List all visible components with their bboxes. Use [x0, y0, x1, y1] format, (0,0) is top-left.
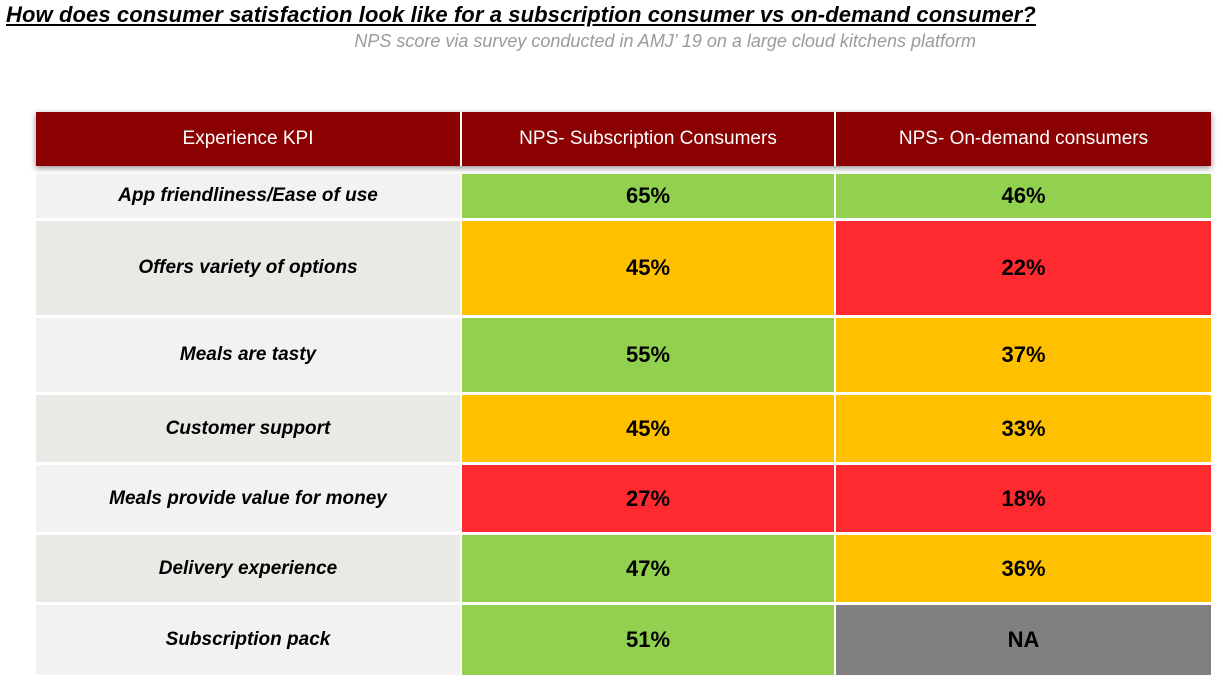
subscription-nps-value: 45% [462, 395, 836, 462]
kpi-label: Customer support [36, 395, 462, 462]
page-subtitle: NPS score via survey conducted in AMJ’ 1… [0, 31, 1190, 52]
table-row: Offers variety of options 45% 22% [36, 221, 1211, 318]
kpi-label: Subscription pack [36, 605, 462, 675]
subscription-nps-value: 45% [462, 221, 836, 315]
kpi-label: Delivery experience [36, 535, 462, 602]
on-demand-nps-value: 37% [836, 318, 1211, 392]
subscription-nps-value: 65% [462, 174, 836, 218]
subscription-nps-value: 47% [462, 535, 836, 602]
subscription-nps-value: 55% [462, 318, 836, 392]
on-demand-nps-value: 22% [836, 221, 1211, 315]
subtitle-text: NPS score via survey conducted in AMJ’ 1… [354, 31, 976, 51]
table-header: Experience KPI NPS- Subscription Consume… [36, 112, 1211, 166]
header-on-demand-nps: NPS- On-demand consumers [836, 112, 1211, 166]
page-title: How does consumer satisfaction look like… [6, 2, 1036, 27]
on-demand-nps-value: 46% [836, 174, 1211, 218]
on-demand-nps-value: 33% [836, 395, 1211, 462]
kpi-label: Meals are tasty [36, 318, 462, 392]
table-row: App friendliness/Ease of use 65% 46% [36, 174, 1211, 221]
on-demand-nps-value: 18% [836, 465, 1211, 532]
kpi-label: Offers variety of options [36, 221, 462, 315]
table-row: Subscription pack 51% NA [36, 605, 1211, 675]
table-row: Customer support 45% 33% [36, 395, 1211, 465]
table-row: Meals are tasty 55% 37% [36, 318, 1211, 395]
on-demand-nps-value: 36% [836, 535, 1211, 602]
header-subscription-nps: NPS- Subscription Consumers [462, 112, 836, 166]
table-row: Meals provide value for money 27% 18% [36, 465, 1211, 535]
on-demand-nps-value: NA [836, 605, 1211, 675]
subscription-nps-value: 27% [462, 465, 836, 532]
nps-table: Experience KPI NPS- Subscription Consume… [36, 112, 1211, 675]
header-experience-kpi: Experience KPI [36, 112, 462, 166]
subscription-nps-value: 51% [462, 605, 836, 675]
table-row: Delivery experience 47% 36% [36, 535, 1211, 605]
kpi-label: Meals provide value for money [36, 465, 462, 532]
kpi-label: App friendliness/Ease of use [36, 174, 462, 218]
